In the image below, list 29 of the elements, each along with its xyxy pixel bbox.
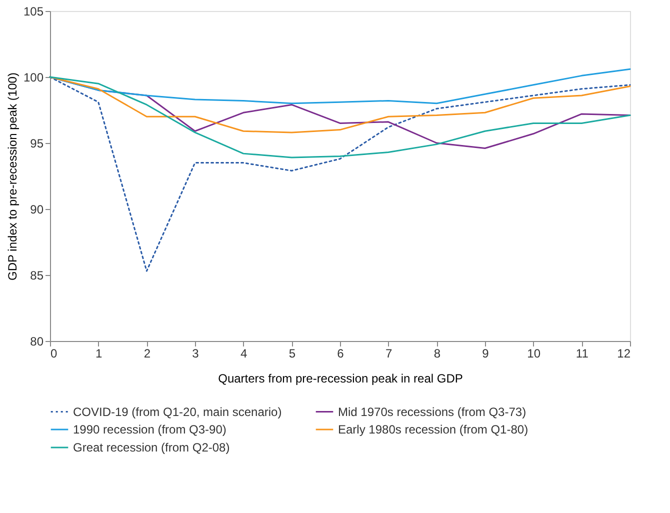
- x-tick-label: 5: [288, 346, 296, 360]
- line-series: [49, 76, 631, 272]
- y-tick-label: 95: [30, 136, 44, 150]
- y-tick-label: 90: [30, 202, 44, 216]
- x-axis-title: Quarters from pre-recession peak in real GDP: [218, 372, 463, 386]
- x-tick-label: 12: [617, 346, 631, 360]
- y-tick-label: 85: [30, 268, 44, 282]
- x-tick-label: 7: [385, 346, 392, 360]
- legend-label: Great recession (from Q2-08): [73, 440, 230, 454]
- legend-label: Mid 1970s recessions (from Q3-73): [338, 404, 526, 419]
- x-tick-label: 9: [482, 346, 490, 360]
- y-tick-label: 80: [30, 334, 44, 348]
- x-tick-label: 0: [50, 346, 58, 360]
- y-axis-title: GDP index to pre-recession peak (100): [5, 72, 20, 280]
- x-tick-label: 2: [144, 346, 151, 360]
- x-tick-label: 10: [527, 346, 541, 360]
- x-tick-label: 4: [240, 346, 248, 360]
- line-series: [49, 68, 631, 104]
- x-tick-label: 1: [95, 346, 102, 360]
- y-tick-label: 105: [23, 4, 44, 18]
- legend-label: 1990 recession (from Q3-90): [73, 422, 226, 436]
- legend-label: Early 1980s recession (from Q1-80): [338, 422, 528, 436]
- x-tick-label: 6: [337, 346, 344, 360]
- x-tick-label: 3: [192, 346, 200, 360]
- x-tick-label: 8: [434, 346, 441, 360]
- line-series: [49, 76, 631, 134]
- x-tick-label: 11: [576, 346, 589, 360]
- legend-label: COVID-19 (from Q1-20, main scenario): [73, 404, 282, 419]
- y-tick-label: 100: [23, 70, 44, 84]
